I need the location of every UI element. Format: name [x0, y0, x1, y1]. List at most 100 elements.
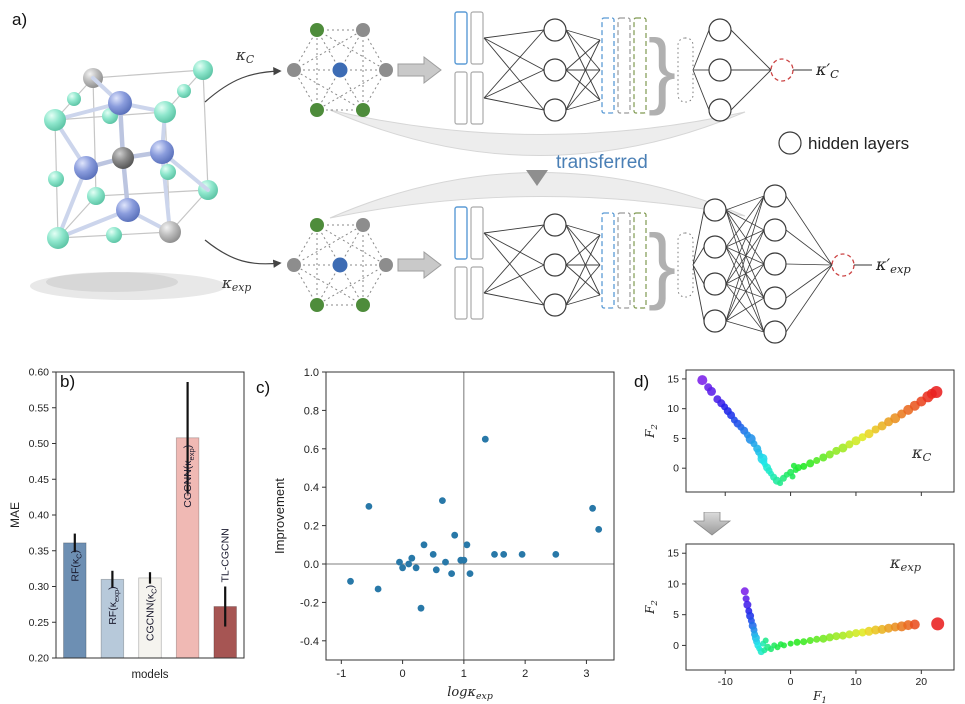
data-point: [500, 551, 508, 558]
data-point: [448, 570, 455, 577]
crystal-structure: [30, 60, 226, 300]
y-tick-label: 0.50: [29, 438, 50, 450]
connection-line: [725, 283, 765, 333]
data-point: [491, 551, 498, 558]
y-tick-label: 0.45: [29, 474, 50, 486]
atom: [44, 109, 66, 131]
hidden-layer-node: [763, 320, 787, 344]
plot-frame: [685, 369, 955, 493]
kappa-c-arrow-icon: [204, 67, 282, 103]
y-axis-label: F2: [643, 424, 660, 439]
data-point: [781, 642, 787, 649]
data-point: [365, 503, 373, 510]
connection-line: [483, 224, 545, 234]
data-point: [864, 429, 874, 439]
connection-line: [785, 263, 833, 266]
data-point: [347, 577, 354, 585]
connections: [692, 209, 705, 322]
y-axis-label: F2: [643, 600, 660, 615]
data-point: [463, 541, 471, 549]
data-point: [852, 629, 860, 638]
data-point: [931, 617, 945, 631]
connection-line: [565, 69, 601, 101]
connection-line: [565, 224, 601, 266]
hidden-layer-node: [543, 58, 567, 82]
connection-line: [565, 264, 601, 306]
y-axis-label: Improvement: [272, 478, 287, 554]
data-point: [589, 504, 596, 512]
y-tick-label: 0.60: [29, 367, 50, 379]
hidden-layer-node: [703, 272, 727, 296]
transferred-arrowhead-icon: [526, 170, 548, 186]
data-point: [740, 587, 749, 596]
connection-line: [565, 29, 601, 41]
y-tick-label: 0.25: [29, 617, 50, 629]
data-point: [417, 604, 425, 612]
connection-line: [565, 234, 601, 266]
panel-a-label: a): [12, 10, 28, 29]
data-point: [762, 637, 769, 644]
transfer-learning-diagram: transferred: [30, 11, 911, 344]
y-tick-label: 10: [667, 578, 679, 590]
y-tick-label: 0.8: [304, 405, 319, 417]
data-point: [871, 425, 880, 434]
connection-line: [725, 195, 765, 248]
connection-line: [725, 246, 765, 333]
data-point: [806, 459, 815, 468]
data-point: [806, 637, 814, 644]
data-point: [420, 541, 428, 549]
connection-line: [725, 209, 765, 265]
hidden-layer-node: [763, 286, 787, 310]
corner-label: κexp: [889, 553, 922, 574]
kappa-exp-prime-label: κ′exp: [875, 255, 911, 276]
atom: [154, 101, 176, 123]
connection-line: [692, 29, 710, 71]
atom: [193, 60, 213, 80]
y-tick-label: 0.35: [29, 545, 50, 557]
connections: [565, 29, 601, 111]
x-tick-label: 10: [850, 676, 862, 688]
hidden-layer-node: [543, 18, 567, 42]
hidden-layer-node: [703, 235, 727, 259]
data-point: [790, 462, 797, 469]
connection-line: [730, 29, 772, 71]
shadow: [30, 272, 226, 300]
feature-scatter-kappa-c: 0 5 10 15 F2 κC: [643, 369, 955, 496]
connection-line: [565, 224, 601, 236]
x-tick-label: -10: [718, 676, 733, 688]
data-point: [819, 453, 828, 462]
connection-line: [785, 264, 833, 333]
connection-line: [725, 195, 765, 322]
data-point: [845, 440, 854, 449]
y-tick-label: 0.4: [304, 482, 319, 494]
data-point: [777, 480, 784, 487]
data-point: [552, 551, 560, 558]
brace: }: [648, 217, 676, 311]
y-tick-label: 0.0: [304, 559, 319, 571]
data-point: [429, 551, 437, 558]
atom: [177, 84, 191, 98]
data-point: [871, 625, 881, 635]
data-point: [787, 640, 794, 647]
atom: [48, 171, 64, 187]
bar-label: CGCNN(κexp): [182, 445, 196, 508]
x-tick-label: 1: [461, 668, 467, 680]
mae-bar-chart: 0.20 0.25 0.30 0.35 0.40 0.45 0.50 0.55 0.60 RF(κ…: [8, 367, 245, 681]
atom: [106, 227, 122, 243]
kappa-c-prime-label: κ′C: [815, 60, 839, 81]
connection-line: [565, 99, 601, 111]
data-point: [442, 558, 449, 566]
y-tick-label: 15: [667, 373, 679, 385]
data-point: [845, 630, 854, 639]
data-point: [460, 556, 468, 564]
y-tick-label: 10: [667, 403, 679, 415]
graph-representation-bottom: [286, 217, 394, 313]
connection-line: [565, 29, 601, 71]
hidden-layer-node: [763, 184, 787, 208]
connection-line: [725, 195, 765, 211]
connection-line: [785, 195, 833, 266]
connection-line: [483, 69, 545, 99]
connection-line: [483, 37, 545, 71]
data-point: [800, 462, 808, 470]
connection-line: [725, 209, 765, 299]
